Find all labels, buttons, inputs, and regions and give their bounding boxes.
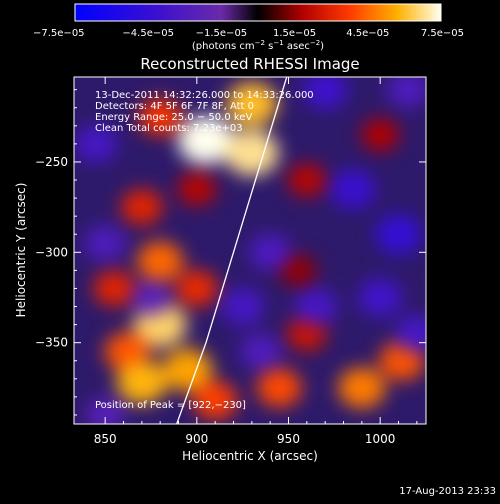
- colorbar-unit-label: (photons cm−2 s−1 asec−2): [192, 39, 324, 52]
- emission-hotspot-21: [74, 125, 118, 163]
- emission-hotspot-25: [375, 214, 422, 255]
- x-tick-label-1: 900: [185, 432, 208, 446]
- emission-hotspot-22: [302, 77, 348, 109]
- x-tick-label-2: 950: [277, 432, 300, 446]
- emission-hotspot-27: [294, 287, 338, 326]
- colorbar: −7.5e−05 −4.5e−05 −1.5e−05 1.5e−05 4.5e−05 7.…: [33, 3, 464, 52]
- emission-hotspot-19: [361, 118, 400, 152]
- y-tick-label-0: −250: [35, 155, 68, 169]
- emission-hotspot-33: [240, 333, 282, 370]
- chart-title: Reconstructed RHESSI Image: [140, 55, 359, 73]
- y-tick-label-1: −300: [35, 245, 68, 259]
- emission-hotspot-5: [121, 189, 163, 226]
- x-axis-label: Heliocentric X (arcsec): [182, 449, 318, 463]
- colorbar-tick-label-2: −1.5e−05: [196, 28, 248, 39]
- emission-hotspot-28: [358, 278, 403, 317]
- emission-hotspot-11: [116, 360, 168, 405]
- y-axis-ticks: −250 −300 −350: [35, 89, 426, 416]
- emission-hotspot-3: [138, 98, 182, 136]
- colorbar-tick-label-3: 1.5e−05: [273, 28, 316, 39]
- emission-hotspot-13: [193, 381, 238, 420]
- emission-hotspot-15: [338, 367, 386, 409]
- emission-hotspot-2: [226, 82, 278, 127]
- emission-hotspot-1: [224, 129, 279, 176]
- emission-hotspot-26: [249, 234, 292, 271]
- annotation-clean-counts: Clean Total counts: 7.23e+03: [95, 123, 243, 134]
- colorbar-tick-label-5: 7.5e−05: [421, 28, 464, 39]
- colorbar-tick-label-0: −7.5e−05: [33, 28, 85, 39]
- colorbar-ticks: −7.5e−05 −4.5e−05 −1.5e−05 1.5e−05 4.5e−05 7.…: [33, 28, 464, 39]
- annotation-energy-range: Energy Range: 25.0 − 50.0 keV: [95, 112, 252, 123]
- footer-timestamp: 17‐Aug‐2013 23:33: [399, 486, 496, 497]
- emission-hotspot-29: [221, 287, 265, 326]
- emission-hotspot-18: [287, 163, 327, 197]
- emission-hotspot-32: [395, 314, 426, 353]
- solar-limb-line: [176, 77, 288, 424]
- colorbar-gradient: [74, 3, 442, 22]
- x-tick-label-0: 850: [94, 432, 117, 446]
- emission-hotspot-7: [136, 241, 184, 282]
- emission-hotspot-24: [329, 169, 376, 209]
- emission-hotspot-0: [178, 116, 234, 165]
- plot-frame: [73, 76, 427, 425]
- emission-hotspot-31: [131, 280, 171, 315]
- emission-hotspot-20: [279, 254, 317, 287]
- plot-image: [74, 77, 426, 424]
- peak-position-label: Position of Peak = [922,−230]: [95, 400, 246, 411]
- colorbar-tick-label-1: −4.5e−05: [122, 28, 174, 39]
- observation-annotations: 13‐Dec‐2011 14:32:26.000 to 14:33:26.000…: [95, 90, 314, 134]
- y-axis-label: Heliocentric Y (arcsec): [14, 183, 28, 318]
- annotation-time-range: 13‐Dec‐2011 14:32:26.000 to 14:33:26.000: [95, 90, 314, 101]
- x-axis-ticks: 850 900 950 1000: [94, 77, 418, 446]
- x-tick-label-3: 1000: [365, 432, 396, 446]
- emission-map: [74, 77, 426, 424]
- emission-hotspot-34: [85, 397, 126, 424]
- emission-hotspot-30: [84, 225, 126, 262]
- annotation-detectors: Detectors: 4F 5F 6F 7F 8F, Att 0: [95, 101, 254, 112]
- emission-hotspot-14: [256, 368, 302, 408]
- emission-hotspot-4: [177, 172, 217, 206]
- emission-hotspot-23: [386, 77, 426, 108]
- emission-hotspot-6: [93, 270, 136, 307]
- colorbar-tick-label-4: 4.5e−05: [346, 28, 389, 39]
- emission-hotspot-8: [175, 270, 218, 307]
- y-tick-label-2: −350: [35, 336, 68, 350]
